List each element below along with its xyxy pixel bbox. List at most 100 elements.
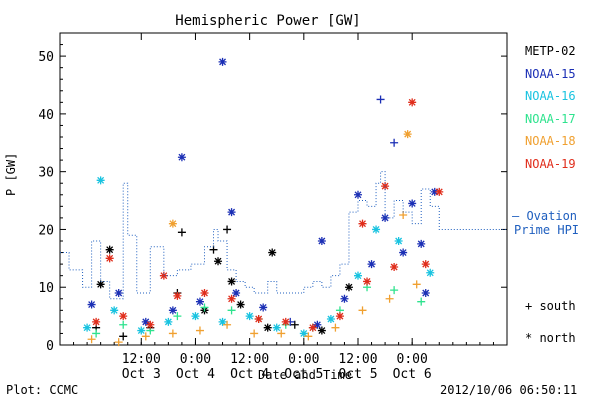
- x-tick-label-time: 12:00: [230, 352, 269, 367]
- y-axis-label: P [GW]: [4, 152, 18, 196]
- data-point-north: [394, 237, 403, 245]
- data-point-north: [426, 268, 435, 277]
- data-point-south: [87, 335, 96, 344]
- legend-ovation-line1: — Ovation: [512, 209, 578, 223]
- x-tick-label-time: 12:00: [338, 352, 377, 367]
- data-point-north: [399, 248, 408, 257]
- data-point-north: [119, 312, 128, 321]
- data-point-south: [417, 297, 426, 306]
- x-tick-label-day: Oct 5: [338, 367, 377, 382]
- legend-noaa16: NOAA-16: [525, 89, 576, 104]
- x-tick-label-day: Oct 6: [393, 367, 432, 382]
- data-point-north: [354, 190, 362, 199]
- data-point-north: [195, 297, 204, 306]
- data-point-north: [92, 317, 101, 326]
- data-point-north: [173, 291, 182, 300]
- x-tick-label-day: Oct 3: [122, 367, 161, 382]
- data-point-south: [223, 320, 232, 329]
- legend-metp02: METP-02: [525, 44, 576, 58]
- data-point-south: [412, 280, 421, 289]
- y-tick-label: 50: [38, 50, 54, 65]
- x-tick-label-time: 0:00: [180, 352, 211, 367]
- data-point-south: [358, 306, 367, 315]
- data-point-north: [435, 187, 444, 196]
- data-point-south: [390, 286, 399, 295]
- y-tick-label: 0: [46, 339, 54, 354]
- data-point-north: [218, 317, 227, 326]
- data-point-south: [168, 329, 177, 338]
- data-point-north: [308, 323, 317, 332]
- data-point-north: [218, 57, 227, 66]
- data-point-north: [227, 294, 236, 303]
- data-point-south: [114, 338, 123, 347]
- data-point-north: [177, 153, 186, 162]
- x-tick-label-day: Oct 4: [176, 367, 215, 382]
- y-tick-label: 30: [38, 166, 54, 181]
- data-point-north: [408, 98, 417, 107]
- data-point-north: [236, 300, 245, 309]
- data-point-north: [200, 289, 209, 297]
- data-point-north: [354, 271, 362, 280]
- data-point-south: [331, 323, 340, 332]
- data-point-north: [363, 277, 372, 286]
- y-tick-label: 10: [38, 281, 54, 296]
- data-point-south: [195, 326, 204, 335]
- data-point-south: [227, 306, 236, 315]
- data-point-south: [177, 228, 186, 237]
- data-point-north: [214, 257, 223, 266]
- x-tick-label-day: Oct 4: [230, 367, 269, 382]
- data-point-south: [141, 332, 150, 341]
- data-point-north: [326, 315, 335, 323]
- data-point-south: [119, 320, 128, 329]
- data-point-north: [381, 182, 390, 191]
- data-point-north: [390, 263, 399, 271]
- data-point-north: [83, 323, 92, 332]
- data-point-north: [245, 312, 254, 321]
- y-tick-label: 20: [38, 223, 54, 238]
- data-point-north: [340, 294, 349, 303]
- data-point-north: [372, 225, 381, 234]
- legend: METP-02 NOAA-15 NOAA-16 NOAA-17 NOAA-18 …: [525, 43, 576, 179]
- legend-noaa15: NOAA-15: [525, 66, 576, 81]
- x-tick-label-time: 12:00: [122, 352, 161, 367]
- data-point-south: [119, 332, 128, 341]
- data-point-north: [232, 289, 241, 297]
- data-point-north: [381, 213, 390, 222]
- ovation-hpi-line: [60, 171, 507, 300]
- y-tick-label: 40: [38, 108, 54, 123]
- data-point-north: [168, 306, 177, 315]
- data-point-north: [168, 219, 177, 228]
- data-point-north: [313, 320, 322, 329]
- data-point-north: [281, 317, 290, 326]
- data-point-north: [146, 320, 155, 329]
- data-point-north: [344, 283, 353, 292]
- data-point-north: [403, 130, 412, 139]
- legend-noaa18: NOAA-18: [525, 134, 576, 149]
- data-point-north: [114, 289, 123, 297]
- data-point-north: [408, 199, 417, 208]
- data-point-north: [110, 306, 119, 315]
- plot-credit: Plot: CCMC: [6, 383, 79, 397]
- data-point-north: [191, 312, 200, 321]
- data-point-north: [263, 323, 272, 332]
- plot-timestamp: 2012/10/06 06:50:11: [440, 383, 578, 397]
- data-point-south: [376, 95, 385, 104]
- data-point-north: [105, 254, 114, 263]
- data-point-north: [164, 317, 173, 326]
- x-tick-label-day: Oct 5: [284, 367, 323, 382]
- x-axis-label: Date and Time: [258, 368, 352, 382]
- data-point-north: [367, 260, 376, 269]
- data-point-north: [254, 315, 263, 323]
- data-point-north: [317, 326, 326, 335]
- legend-ovation-line2: Prime HPI: [514, 223, 580, 237]
- data-point-south: [277, 329, 286, 338]
- data-point-south: [290, 320, 299, 329]
- data-point-north: [421, 260, 430, 269]
- data-point-north: [272, 323, 281, 332]
- data-point-north: [421, 289, 430, 297]
- data-point-north: [358, 219, 367, 228]
- data-point-north: [141, 317, 150, 326]
- data-point-north: [259, 303, 268, 312]
- data-point-north: [430, 187, 439, 196]
